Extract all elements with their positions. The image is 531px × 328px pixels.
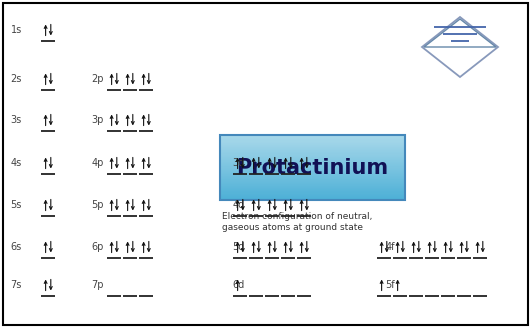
Text: 6d: 6d [233,280,245,290]
Text: 3s: 3s [11,115,22,125]
Bar [220,154,405,155]
Text: 5f: 5f [386,280,395,290]
Bar [220,166,405,168]
Text: 3d: 3d [233,158,245,168]
Bar [220,145,405,146]
Bar [220,179,405,180]
Bar [220,170,405,171]
Bar [220,160,405,161]
Bar [220,161,405,162]
Bar [220,187,405,188]
Bar [220,175,405,176]
Bar [220,180,405,182]
Bar [220,157,405,158]
Bar [220,195,405,196]
Bar [220,193,405,194]
Bar [220,168,405,169]
Text: 6p: 6p [92,242,104,252]
Bar [220,148,405,149]
Bar [220,188,405,189]
Bar [220,190,405,191]
Bar [220,176,405,177]
Text: Protactinium: Protactinium [236,157,389,177]
Bar [220,171,405,172]
Bar [220,158,405,159]
Text: 4d: 4d [233,200,245,210]
Text: 7s: 7s [11,280,22,290]
Bar [220,199,405,200]
Bar [220,149,405,150]
Bar [220,151,405,152]
Text: 7p: 7p [91,280,104,290]
Bar [220,147,405,148]
Bar [220,165,405,166]
Bar [220,135,405,200]
Bar [220,173,405,174]
Text: 5p: 5p [91,200,104,210]
Text: Electron configuration of neutral,: Electron configuration of neutral, [222,212,372,221]
Text: 5d: 5d [233,242,245,252]
Bar [220,144,405,145]
Text: 2p: 2p [91,74,104,84]
Text: 4p: 4p [92,158,104,168]
Bar [220,185,405,186]
Bar [220,143,405,144]
Bar [220,197,405,198]
Bar [220,152,405,154]
Text: gaseous atoms at ground state: gaseous atoms at ground state [222,223,363,232]
Text: 6s: 6s [11,242,22,252]
Text: 4f: 4f [386,242,395,252]
Bar [220,172,405,173]
Bar [220,136,405,137]
Bar [220,186,405,187]
Bar [220,189,405,190]
Text: 2s: 2s [11,74,22,84]
Bar [220,163,405,164]
Bar [220,140,405,141]
Bar [220,191,405,193]
Bar [220,141,405,143]
Bar [220,138,405,139]
Bar [220,146,405,147]
Bar [220,137,405,138]
Text: 4s: 4s [11,158,22,168]
Bar [220,162,405,163]
Bar [220,196,405,197]
Bar [220,182,405,183]
Text: 1s: 1s [11,25,22,35]
Bar [220,169,405,170]
Text: 3p: 3p [92,115,104,125]
Bar [220,159,405,160]
Bar [220,184,405,185]
Bar [220,150,405,151]
Bar [220,135,405,136]
Bar [220,174,405,175]
Bar [220,139,405,140]
Bar [220,164,405,165]
Bar [220,177,405,178]
Bar [220,194,405,195]
Bar [220,183,405,184]
Bar [220,198,405,199]
Text: 5s: 5s [11,200,22,210]
Bar [220,155,405,157]
Bar [220,178,405,179]
